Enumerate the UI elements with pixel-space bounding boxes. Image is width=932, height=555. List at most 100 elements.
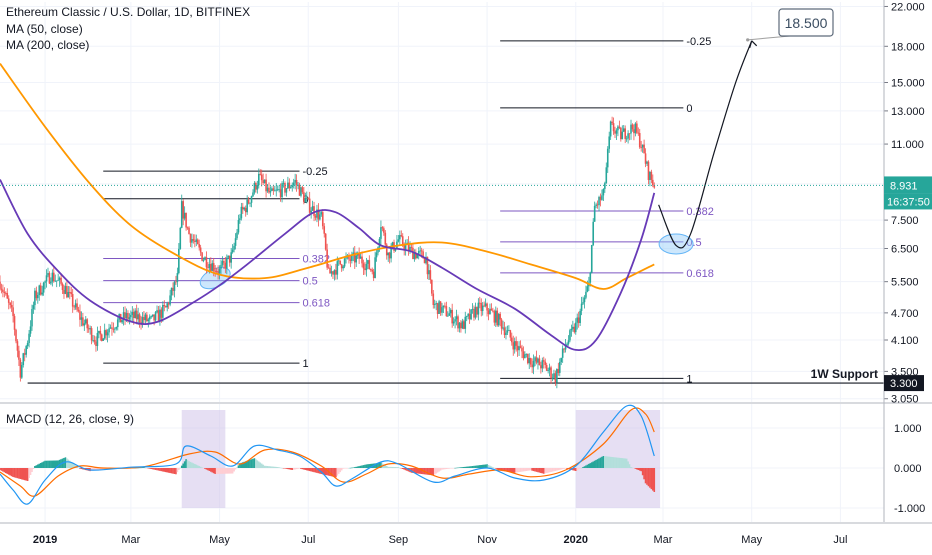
candle-body: [21, 364, 23, 378]
candle-body: [650, 171, 653, 180]
candle-body: [268, 187, 270, 193]
macd-histogram-bar: [494, 468, 497, 469]
candle-body: [375, 252, 378, 258]
macd-histogram-bar: [557, 468, 560, 471]
candle-body: [337, 260, 340, 262]
macd-histogram-bar: [588, 463, 590, 468]
candle-body: [615, 130, 618, 134]
macd-histogram-bar: [510, 468, 513, 473]
macd-histogram-bar: [399, 467, 401, 469]
candle-body: [131, 311, 134, 315]
candle-body: [269, 190, 272, 193]
macd-histogram-bar: [554, 468, 557, 471]
candle-body: [297, 184, 299, 186]
candle-body: [41, 292, 43, 295]
candle-body: [96, 332, 99, 346]
candle-body: [180, 201, 183, 228]
time-tick-label: Jul: [301, 534, 315, 546]
macd-histogram-bar: [595, 459, 597, 468]
macd-histogram-bar: [41, 462, 43, 468]
candle-body: [39, 285, 42, 295]
candle-body: [221, 261, 224, 265]
candle-body: [548, 367, 551, 371]
macd-histogram-bar: [473, 465, 475, 468]
candle-body: [599, 196, 602, 200]
macd-histogram-bar: [390, 466, 392, 468]
macd-histogram-bar: [300, 468, 302, 469]
macd-histogram-bar: [253, 458, 256, 468]
time-tick-label: Mar: [121, 534, 140, 546]
macd-histogram-bar: [433, 468, 436, 475]
candle-body: [570, 328, 573, 331]
candle-body: [310, 210, 312, 213]
candle-body: [114, 328, 116, 330]
macd-histogram-bar: [464, 466, 467, 468]
candle-body: [417, 251, 420, 254]
candle-body: [163, 305, 166, 307]
candle-body: [576, 317, 579, 323]
candle-body: [476, 307, 478, 315]
candle-body: [307, 197, 310, 199]
fib-level-label: 0.382: [303, 254, 331, 266]
macd-histogram-bar: [156, 468, 158, 471]
macd-histogram-bar: [316, 468, 318, 473]
macd-histogram-bar: [524, 468, 526, 472]
candle-body: [98, 330, 100, 333]
macd-histogram-bar: [365, 464, 368, 468]
macd-histogram-bar: [173, 468, 176, 474]
candle-body: [367, 260, 369, 264]
candle-body: [160, 309, 163, 318]
candle-body: [279, 189, 282, 198]
macd-histogram-bar: [3, 468, 6, 473]
candle-body: [207, 267, 209, 269]
macd-histogram-bar: [601, 456, 603, 468]
candle-body: [362, 263, 365, 269]
macd-histogram-bar: [638, 468, 641, 471]
candle-body: [519, 346, 522, 348]
candle-body: [448, 313, 451, 316]
macd-histogram-bar: [621, 458, 624, 468]
macd-tick-label: 1.000: [894, 423, 922, 435]
macd-histogram-bar: [247, 460, 250, 468]
candle-body: [500, 319, 503, 329]
candle-body: [352, 252, 355, 255]
macd-histogram-bar: [492, 467, 494, 468]
macd-histogram-bar: [458, 467, 461, 468]
macd-signal-line: [0, 407, 655, 497]
macd-histogram-bar: [228, 468, 231, 474]
macd-histogram-bar: [348, 468, 350, 469]
candle-body: [643, 144, 645, 154]
candle-body: [147, 319, 150, 322]
macd-histogram-bar: [151, 468, 154, 470]
candle-body: [143, 317, 145, 321]
macd-histogram-bar: [244, 461, 247, 468]
macd-histogram-bar: [468, 466, 471, 468]
macd-histogram-bar: [441, 468, 443, 470]
candle-body: [631, 124, 634, 130]
macd-histogram-bar: [487, 465, 490, 468]
candle-body: [102, 338, 105, 341]
candle-body: [150, 316, 153, 318]
candle-body: [42, 282, 45, 293]
macd-histogram-bar: [189, 461, 192, 468]
macd-histogram-bar: [51, 460, 54, 468]
macd-histogram-bar: [432, 468, 435, 476]
macd-histogram-bar: [369, 463, 372, 468]
macd-histogram-bar: [226, 468, 228, 474]
macd-histogram-bar: [447, 468, 449, 469]
macd-histogram-bar: [380, 462, 382, 468]
macd-histogram-bar: [502, 468, 504, 472]
candle-body: [2, 289, 4, 292]
macd-histogram-bar: [467, 466, 469, 468]
candle-body: [544, 361, 547, 365]
macd-histogram-bar: [416, 468, 419, 474]
candle-body: [371, 269, 374, 272]
macd-histogram-bar: [31, 468, 33, 472]
macd-histogram-bar: [537, 468, 539, 473]
macd-histogram-bar: [10, 468, 13, 477]
candle-body: [10, 305, 13, 308]
candle-body: [647, 161, 650, 180]
macd-histogram-bar: [521, 468, 523, 472]
candle-body: [403, 245, 405, 250]
candle-body: [534, 357, 536, 361]
